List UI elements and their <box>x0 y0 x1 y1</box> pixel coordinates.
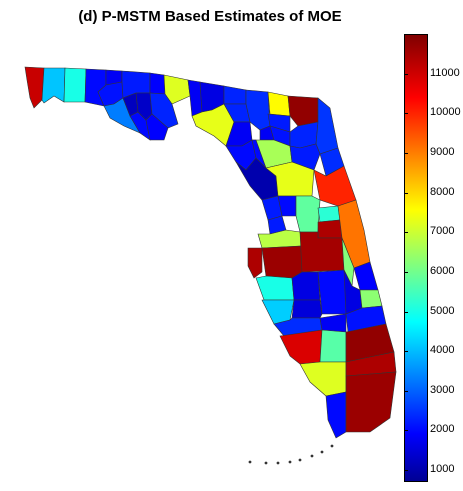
county-st-johns <box>315 97 339 155</box>
county-manatee <box>255 275 295 301</box>
florida-keys-island <box>248 460 252 464</box>
colorbar-tick-mark <box>404 311 408 313</box>
colorbar-gradient <box>405 35 427 481</box>
colorbar-tick-label: 1000 <box>430 463 455 476</box>
county-desoto <box>291 299 323 319</box>
florida-keys-island <box>288 460 292 464</box>
county-monroe <box>325 391 347 439</box>
florida-keys-island <box>276 461 280 465</box>
county-santa-rosa <box>41 67 66 104</box>
county-jefferson <box>187 79 203 117</box>
county-miami-dade <box>345 371 397 433</box>
county-hardee <box>291 271 321 301</box>
colorbar-tick-label: 2000 <box>430 423 455 436</box>
florida-keys-island <box>320 450 324 454</box>
colorbar-tick-mark <box>404 232 408 234</box>
colorbar-tick-mark <box>404 470 408 472</box>
county-gadsden <box>149 72 166 95</box>
colorbar-tick-label: 6000 <box>430 264 455 277</box>
county-orange <box>317 219 343 239</box>
florida-keys-island <box>298 458 302 462</box>
county-martin <box>345 305 387 333</box>
county-wakulla <box>149 92 179 129</box>
colorbar-tick-label: 3000 <box>430 383 455 396</box>
colorbar-tick-label: 5000 <box>430 304 455 317</box>
colorbar-tick-mark <box>404 271 408 273</box>
county-seminole <box>317 205 341 223</box>
county-collier <box>299 361 347 397</box>
county-franklin <box>145 113 169 141</box>
county-clay <box>289 121 319 149</box>
colorbar-tick-label: 7000 <box>430 225 455 238</box>
county-nassau <box>267 91 291 117</box>
county-hillsborough <box>261 245 303 279</box>
colorbar-tick-label: 9000 <box>430 145 455 158</box>
county-pasco <box>257 229 303 249</box>
florida-keys-island <box>264 461 268 465</box>
colorbar-tick-mark <box>404 152 408 154</box>
county-polk <box>299 231 345 273</box>
county-lee <box>279 329 323 365</box>
florida-keys-island <box>310 454 314 458</box>
colorbar-tick-label: 11000 <box>430 66 460 79</box>
colorbar-tick-mark <box>404 113 408 115</box>
county-okaloosa <box>63 67 87 103</box>
colorbar-tick-label: 8000 <box>430 185 455 198</box>
colorbar <box>404 34 428 482</box>
county-escambia <box>24 66 45 109</box>
colorbar-tick-label: 4000 <box>430 344 455 357</box>
county-leon <box>163 74 191 105</box>
colorbar-tick-label: 10000 <box>430 106 461 119</box>
county-lake <box>295 195 321 233</box>
florida-county-map <box>24 66 397 465</box>
map-title: (d) P-MSTM Based Estimates of MOE <box>78 8 342 25</box>
county-glades <box>319 313 347 333</box>
county-duval <box>287 95 319 127</box>
colorbar-tick-mark <box>404 430 408 432</box>
county-hendry <box>319 329 347 363</box>
colorbar-tick-mark <box>404 73 408 75</box>
florida-keys-island <box>330 444 334 448</box>
county-st-lucie <box>359 289 383 309</box>
county-hamilton <box>223 85 247 105</box>
colorbar-tick-labels: 1000 2000 3000 4000 5000 6000 7000 8000 9000 1000… <box>430 0 463 491</box>
colorbar-tick-mark <box>404 351 408 353</box>
colorbar-tick-mark <box>404 390 408 392</box>
colorbar-tick-mark <box>404 192 408 194</box>
county-pinellas <box>247 247 263 279</box>
